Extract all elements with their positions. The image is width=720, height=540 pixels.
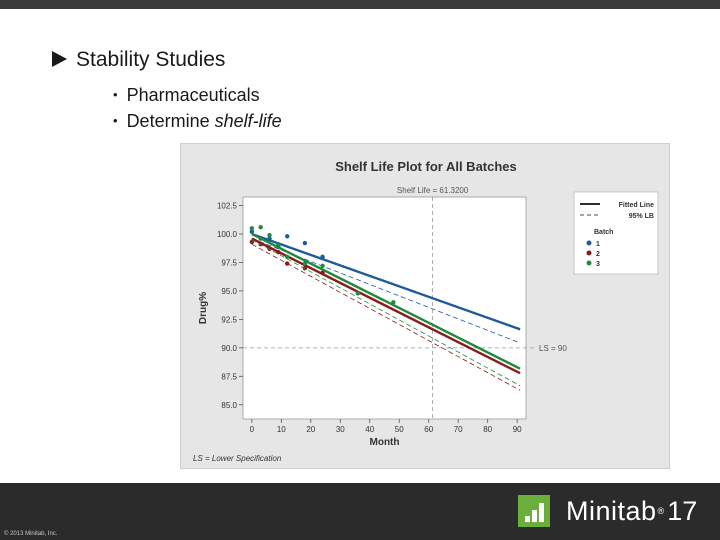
slide-heading: Stability Studies <box>52 48 225 72</box>
y-tick-label: 87.5 <box>221 372 237 381</box>
x-tick-label: 80 <box>483 425 492 434</box>
lower-spec-label: LS = 90 <box>539 344 567 353</box>
legend-marker <box>586 250 592 256</box>
brand-registered-mark: ® <box>657 506 665 516</box>
fitted-line <box>251 232 521 331</box>
data-point <box>320 254 325 259</box>
bullet-item: • Pharmaceuticals <box>113 82 282 108</box>
data-point <box>285 254 290 259</box>
data-point <box>249 226 255 231</box>
y-tick-label: 92.5 <box>221 315 237 324</box>
data-point <box>258 224 263 230</box>
fitted-line <box>251 237 521 375</box>
data-point <box>320 270 325 275</box>
bar-chart-logo-icon <box>518 495 550 527</box>
x-tick-label: 30 <box>336 425 345 434</box>
bullet-text: Determine <box>126 111 215 131</box>
data-point <box>267 236 272 241</box>
data-point <box>285 234 290 239</box>
data-point <box>276 242 281 247</box>
heading-text: Stability Studies <box>76 48 226 71</box>
legend-marker <box>586 240 592 246</box>
y-tick-label: 100.0 <box>217 230 238 239</box>
y-tick-label: 85.0 <box>221 401 237 410</box>
data-point <box>249 239 255 245</box>
y-tick-label: 95.0 <box>221 287 237 296</box>
top-bar <box>0 0 720 9</box>
x-tick-label: 10 <box>277 425 286 434</box>
x-tick-label: 20 <box>306 425 315 434</box>
legend-series-label: 2 <box>596 251 600 258</box>
data-point <box>249 229 255 234</box>
y-tick-label: 90.0 <box>221 344 237 353</box>
chart-canvas: Shelf Life Plot for All Batches Shelf Lif… <box>193 159 659 463</box>
legend-series-label: 3 <box>596 261 600 268</box>
chart-subtitle: Shelf Life = 61.3200 <box>397 186 469 195</box>
legend-series-label: 1 <box>596 241 600 248</box>
data-point <box>302 240 308 246</box>
x-tick-label: 70 <box>454 425 463 434</box>
legend-lb-label: 95% LB <box>629 213 654 220</box>
footer-bar <box>0 483 720 540</box>
legend-box <box>573 191 659 275</box>
triangle-bullet-icon <box>52 51 67 67</box>
x-tick-label: 60 <box>424 425 433 434</box>
data-point <box>267 232 272 238</box>
plot-area <box>242 196 527 420</box>
bullet-emphasis: shelf-life <box>214 111 282 131</box>
brand-version: 17 <box>667 495 698 526</box>
lower-bound-line <box>251 243 521 391</box>
legend-marker <box>586 260 592 266</box>
chart-title: Shelf Life Plot for All Batches <box>335 159 517 174</box>
bullet-dot-icon: • <box>113 113 118 128</box>
fitted-line <box>251 232 521 370</box>
copyright-text: © 2013 Minitab, Inc. <box>4 531 58 537</box>
bullet-text: Pharmaceuticals <box>126 85 260 105</box>
shelf-life-chart: Shelf Life Plot for All Batches Shelf Lif… <box>180 143 670 469</box>
x-tick-label: 40 <box>365 425 374 434</box>
data-point <box>276 250 281 255</box>
bullet-dot-icon: • <box>113 87 118 102</box>
x-tick-label: 90 <box>513 425 522 434</box>
x-tick-label: 50 <box>395 425 404 434</box>
x-tick-label: 0 <box>250 425 255 434</box>
legend-group-title: Batch <box>594 229 613 236</box>
lower-bound-line <box>251 239 521 387</box>
brand-logo: Minitab ® 17 <box>518 494 697 528</box>
data-point <box>355 291 361 296</box>
chart-footnote: LS = Lower Specification <box>193 454 282 463</box>
data-point <box>302 261 308 266</box>
data-point <box>285 261 290 266</box>
y-tick-label: 102.5 <box>217 202 238 211</box>
data-point <box>267 246 272 251</box>
y-axis-label: Drug% <box>198 292 209 324</box>
y-tick-label: 97.5 <box>221 258 237 267</box>
legend-fitted-label: Fitted Line <box>619 202 654 209</box>
data-point <box>320 263 325 269</box>
data-point <box>391 300 396 305</box>
x-axis-label: Month <box>370 437 400 448</box>
bullet-list: • Pharmaceuticals • Determine shelf-life <box>113 82 282 134</box>
bullet-item: • Determine shelf-life <box>113 108 282 134</box>
brand-name: Minitab <box>566 495 657 526</box>
